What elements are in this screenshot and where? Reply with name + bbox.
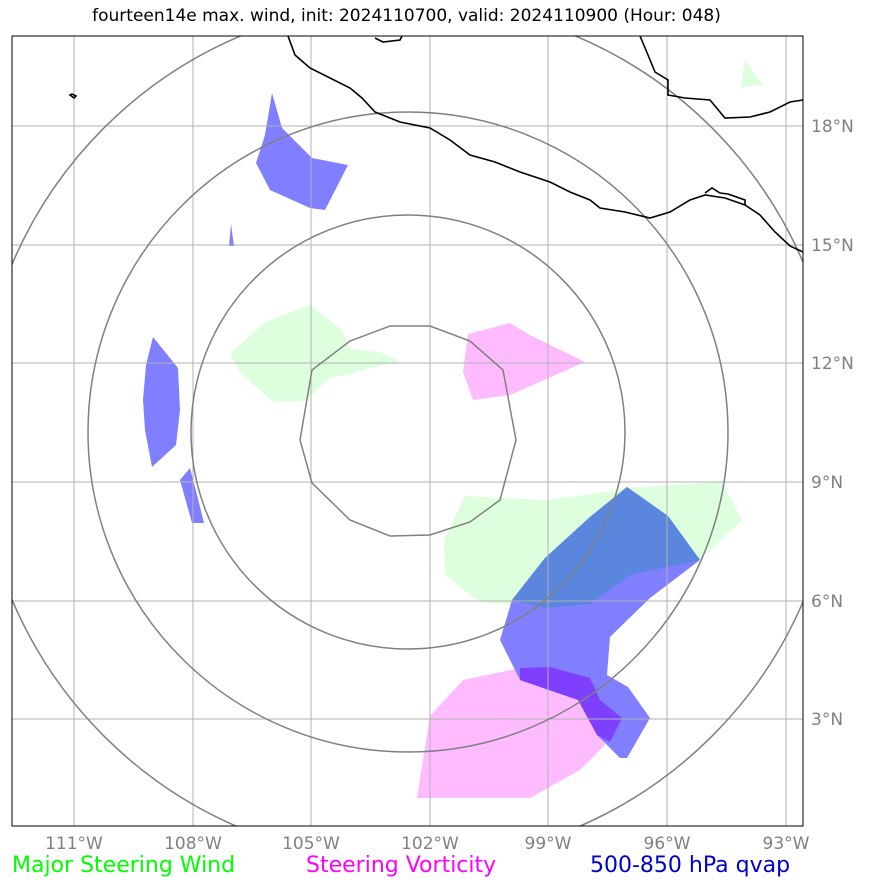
lon-label-99w: 99°W xyxy=(525,834,572,854)
graticule xyxy=(12,36,803,826)
qvap-region-west xyxy=(143,337,180,467)
range-ring-3 xyxy=(87,111,729,753)
lon-label-105w: 105°W xyxy=(282,834,340,854)
lat-label-9n: 9°N xyxy=(811,473,843,493)
lat-label-3n: 3°N xyxy=(811,710,843,730)
vorticity-region-center xyxy=(463,323,585,400)
lat-label-15n: 15°N xyxy=(811,236,854,256)
lon-label-93w: 93°W xyxy=(763,834,810,854)
map-title: fourteen14e max. wind, init: 2024110700,… xyxy=(92,6,721,26)
lat-label-6n: 6°N xyxy=(811,592,843,612)
legend-major-steering-wind: Major Steering Wind xyxy=(12,853,236,878)
legend-steering-vorticity: Steering Vorticity xyxy=(306,853,497,878)
range-ring-1 xyxy=(299,325,517,537)
wind-region-north-east xyxy=(741,60,763,87)
qvap-wind-overlap xyxy=(512,487,700,608)
range-rings xyxy=(12,36,803,826)
vorticity-region-south xyxy=(417,668,605,798)
range-ring-2 xyxy=(190,214,626,650)
qvap-vorticity-overlap xyxy=(520,667,622,742)
lon-label-111w: 111°W xyxy=(45,834,103,854)
longitude-labels: 111°W 108°W 105°W 102°W 99°W 96°W 93°W xyxy=(45,834,810,854)
lon-label-108w: 108°W xyxy=(164,834,222,854)
wind-region-center-west xyxy=(230,305,400,402)
legend-qvap: 500-850 hPa qvap xyxy=(590,853,791,878)
lat-label-18n: 18°N xyxy=(811,117,854,137)
qvap-region-north xyxy=(256,93,348,210)
range-ring-4 xyxy=(12,36,803,826)
map-frame xyxy=(11,35,804,827)
lon-label-102w: 102°W xyxy=(401,834,459,854)
lon-label-96w: 96°W xyxy=(644,834,691,854)
latitude-labels: 18°N 15°N 12°N 9°N 6°N 3°N xyxy=(811,117,854,730)
qvap-region-small xyxy=(229,224,234,246)
coastline xyxy=(68,36,803,253)
lat-label-12n: 12°N xyxy=(811,354,854,374)
